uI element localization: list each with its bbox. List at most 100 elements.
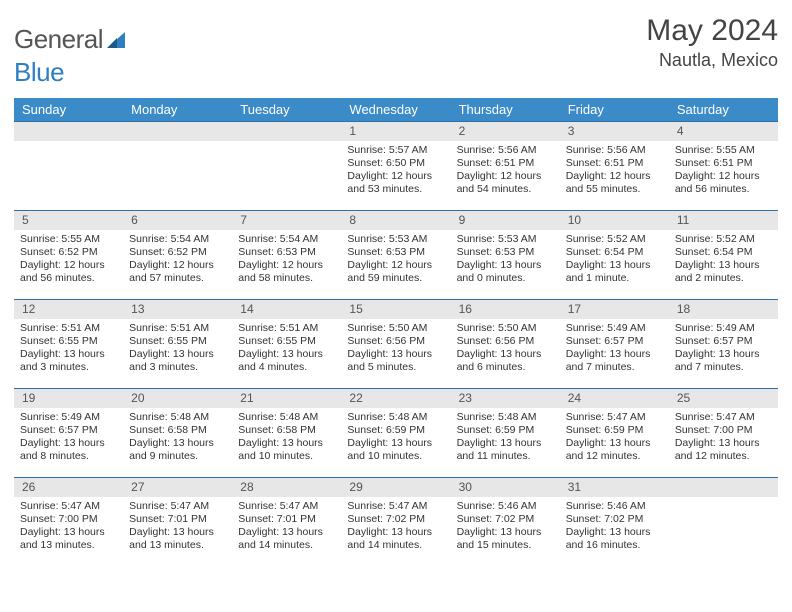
brand-text: GeneralBlue [14,24,129,88]
day-number: 15 [341,300,450,319]
day-number: 31 [560,478,669,497]
daylight-line1: Daylight: 13 hours [457,437,554,450]
cell-body [14,141,123,201]
day-header: Sunday [14,98,123,121]
day-number: 26 [14,478,123,497]
daylight-line1: Daylight: 12 hours [347,259,444,272]
daylight-line1: Daylight: 12 hours [457,170,554,183]
day-number: 17 [560,300,669,319]
daylight-line2: and 5 minutes. [347,361,444,374]
day-header: Monday [123,98,232,121]
day-number: 13 [123,300,232,319]
sunrise-text: Sunrise: 5:57 AM [347,144,444,157]
daylight-line2: and 54 minutes. [457,183,554,196]
day-number: 19 [14,389,123,408]
daylight-line1: Daylight: 12 hours [129,259,226,272]
daylight-line2: and 3 minutes. [129,361,226,374]
day-number: 3 [560,122,669,141]
sunset-text: Sunset: 6:59 PM [457,424,554,437]
daylight-line2: and 58 minutes. [238,272,335,285]
cell-body: Sunrise: 5:57 AMSunset: 6:50 PMDaylight:… [341,141,450,202]
daylight-line1: Daylight: 13 hours [566,348,663,361]
daylight-line2: and 0 minutes. [457,272,554,285]
daylight-line1: Daylight: 13 hours [566,437,663,450]
sunset-text: Sunset: 6:51 PM [566,157,663,170]
sunrise-text: Sunrise: 5:51 AM [129,322,226,335]
daylight-line2: and 10 minutes. [238,450,335,463]
cell-body: Sunrise: 5:46 AMSunset: 7:02 PMDaylight:… [560,497,669,558]
cell-body: Sunrise: 5:47 AMSunset: 6:59 PMDaylight:… [560,408,669,469]
sunset-text: Sunset: 6:52 PM [129,246,226,259]
day-number: 23 [451,389,560,408]
day-number: 1 [341,122,450,141]
cell-body: Sunrise: 5:49 AMSunset: 6:57 PMDaylight:… [560,319,669,380]
cell-body: Sunrise: 5:47 AMSunset: 7:02 PMDaylight:… [341,497,450,558]
daylight-line2: and 7 minutes. [675,361,772,374]
daylight-line1: Daylight: 13 hours [566,526,663,539]
sunrise-text: Sunrise: 5:51 AM [20,322,117,335]
daylight-line2: and 1 minute. [566,272,663,285]
daylight-line1: Daylight: 13 hours [129,526,226,539]
sunrise-text: Sunrise: 5:51 AM [238,322,335,335]
daylight-line1: Daylight: 13 hours [238,526,335,539]
week-row: 26Sunrise: 5:47 AMSunset: 7:00 PMDayligh… [14,477,778,566]
daylight-line2: and 13 minutes. [129,539,226,552]
calendar-cell: 26Sunrise: 5:47 AMSunset: 7:00 PMDayligh… [14,478,123,566]
sunrise-text: Sunrise: 5:53 AM [347,233,444,246]
daylight-line1: Daylight: 12 hours [347,170,444,183]
brand-blue: Blue [14,57,64,87]
sunrise-text: Sunrise: 5:46 AM [566,500,663,513]
daylight-line1: Daylight: 13 hours [675,348,772,361]
sunrise-text: Sunrise: 5:53 AM [457,233,554,246]
day-number: 20 [123,389,232,408]
calendar-cell: 6Sunrise: 5:54 AMSunset: 6:52 PMDaylight… [123,211,232,299]
cell-body: Sunrise: 5:53 AMSunset: 6:53 PMDaylight:… [341,230,450,291]
sunrise-text: Sunrise: 5:46 AM [457,500,554,513]
sunrise-text: Sunrise: 5:52 AM [566,233,663,246]
cell-body: Sunrise: 5:52 AMSunset: 6:54 PMDaylight:… [669,230,778,291]
week-row: 12Sunrise: 5:51 AMSunset: 6:55 PMDayligh… [14,299,778,388]
calendar-cell: 7Sunrise: 5:54 AMSunset: 6:53 PMDaylight… [232,211,341,299]
daylight-line1: Daylight: 13 hours [457,259,554,272]
cell-body: Sunrise: 5:51 AMSunset: 6:55 PMDaylight:… [232,319,341,380]
calendar-cell: 11Sunrise: 5:52 AMSunset: 6:54 PMDayligh… [669,211,778,299]
daylight-line2: and 8 minutes. [20,450,117,463]
daylight-line1: Daylight: 13 hours [675,437,772,450]
day-number: 22 [341,389,450,408]
weeks-container: 1Sunrise: 5:57 AMSunset: 6:50 PMDaylight… [14,121,778,566]
calendar-cell: 18Sunrise: 5:49 AMSunset: 6:57 PMDayligh… [669,300,778,388]
sunrise-text: Sunrise: 5:56 AM [457,144,554,157]
daylight-line1: Daylight: 12 hours [20,259,117,272]
calendar-cell: 22Sunrise: 5:48 AMSunset: 6:59 PMDayligh… [341,389,450,477]
sunset-text: Sunset: 6:53 PM [238,246,335,259]
sunrise-text: Sunrise: 5:56 AM [566,144,663,157]
calendar-cell-empty [14,122,123,210]
daylight-line1: Daylight: 13 hours [129,437,226,450]
day-number: 29 [341,478,450,497]
cell-body: Sunrise: 5:47 AMSunset: 7:01 PMDaylight:… [123,497,232,558]
daylight-line2: and 14 minutes. [347,539,444,552]
calendar-grid: SundayMondayTuesdayWednesdayThursdayFrid… [14,98,778,566]
page-header: GeneralBlue May 2024 Nautla, Mexico [14,14,778,88]
sunset-text: Sunset: 6:54 PM [566,246,663,259]
sunrise-text: Sunrise: 5:47 AM [566,411,663,424]
sunrise-text: Sunrise: 5:49 AM [675,322,772,335]
calendar-cell: 5Sunrise: 5:55 AMSunset: 6:52 PMDaylight… [14,211,123,299]
calendar-cell: 8Sunrise: 5:53 AMSunset: 6:53 PMDaylight… [341,211,450,299]
cell-body: Sunrise: 5:54 AMSunset: 6:53 PMDaylight:… [232,230,341,291]
sunset-text: Sunset: 7:01 PM [129,513,226,526]
daylight-line1: Daylight: 13 hours [238,437,335,450]
day-number: 27 [123,478,232,497]
day-header-row: SundayMondayTuesdayWednesdayThursdayFrid… [14,98,778,121]
day-number: 4 [669,122,778,141]
daylight-line2: and 4 minutes. [238,361,335,374]
calendar-cell: 3Sunrise: 5:56 AMSunset: 6:51 PMDaylight… [560,122,669,210]
calendar-cell: 13Sunrise: 5:51 AMSunset: 6:55 PMDayligh… [123,300,232,388]
sunset-text: Sunset: 6:57 PM [566,335,663,348]
day-number: 9 [451,211,560,230]
daylight-line2: and 59 minutes. [347,272,444,285]
cell-body: Sunrise: 5:56 AMSunset: 6:51 PMDaylight:… [560,141,669,202]
sunset-text: Sunset: 6:55 PM [238,335,335,348]
cell-body: Sunrise: 5:48 AMSunset: 6:58 PMDaylight:… [232,408,341,469]
sunrise-text: Sunrise: 5:48 AM [347,411,444,424]
